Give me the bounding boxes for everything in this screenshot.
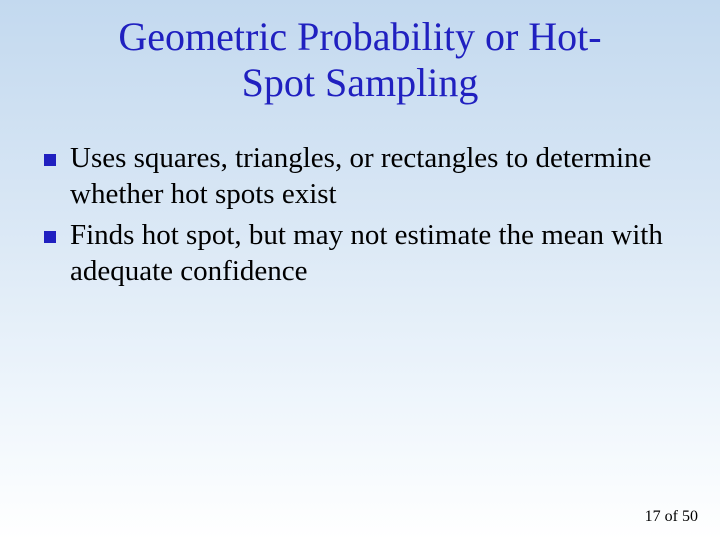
slide-title: Geometric Probability or Hot- Spot Sampl… xyxy=(0,0,720,106)
page-number: 17 of 50 xyxy=(645,508,698,526)
square-bullet-icon xyxy=(44,154,56,166)
page-current: 17 xyxy=(645,508,661,525)
square-bullet-icon xyxy=(44,231,56,243)
list-item: Uses squares, triangles, or rectangles t… xyxy=(44,140,676,213)
page-sep: of xyxy=(661,508,682,525)
bullet-text: Finds hot spot, but may not estimate the… xyxy=(70,217,676,290)
title-line-2: Spot Sampling xyxy=(242,60,479,105)
slide: Geometric Probability or Hot- Spot Sampl… xyxy=(0,0,720,540)
list-item: Finds hot spot, but may not estimate the… xyxy=(44,217,676,290)
slide-body: Uses squares, triangles, or rectangles t… xyxy=(44,140,676,293)
bullet-text: Uses squares, triangles, or rectangles t… xyxy=(70,140,676,213)
title-line-1: Geometric Probability or Hot- xyxy=(118,14,601,59)
page-total: 50 xyxy=(682,508,698,525)
